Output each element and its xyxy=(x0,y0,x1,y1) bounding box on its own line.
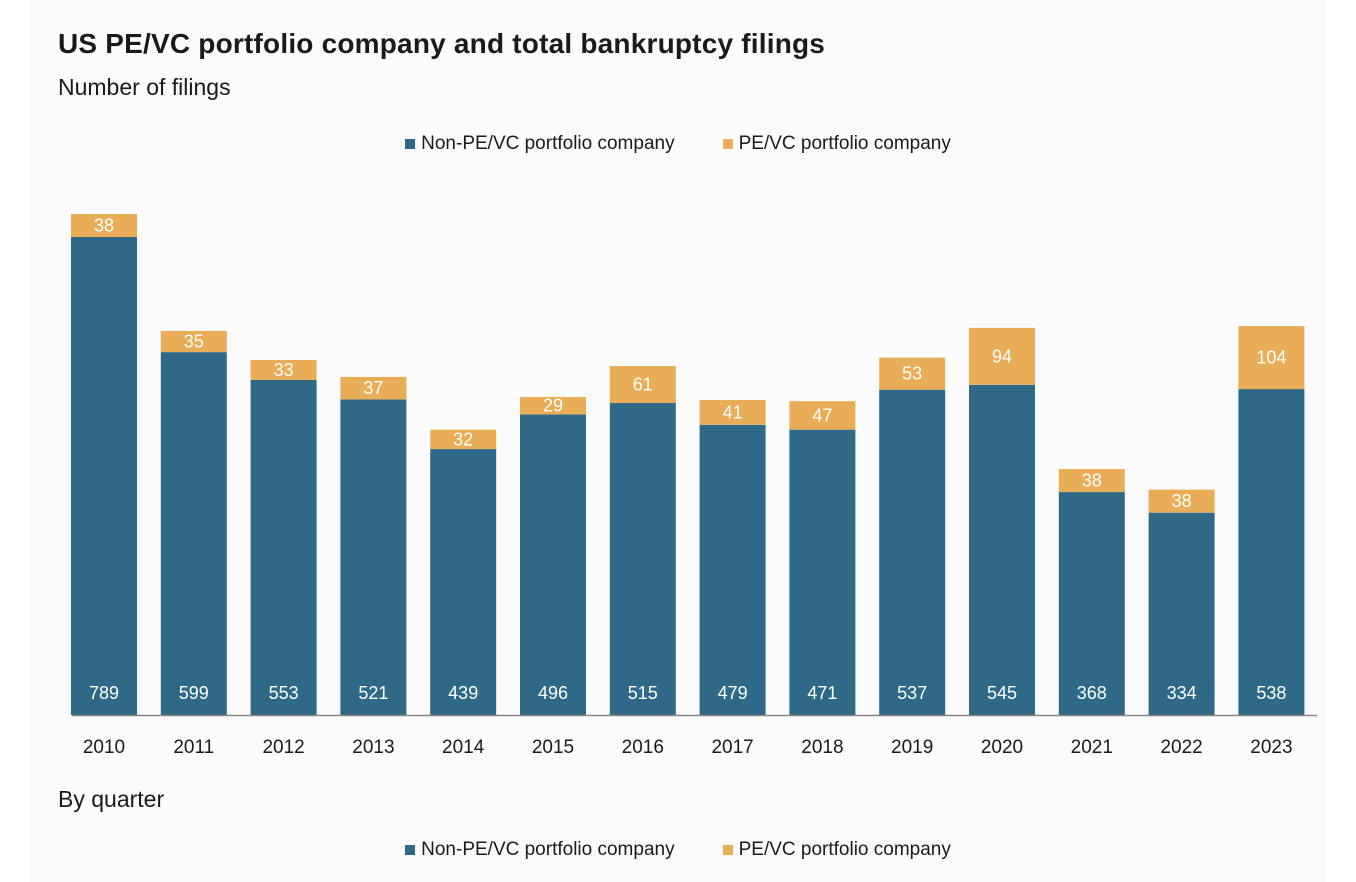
legend-swatch-pe xyxy=(722,139,733,149)
x-tick-label-2019: 2019 xyxy=(891,737,933,758)
bar-pe-2010 xyxy=(71,214,137,238)
data-label-non-pe-2018: 471 xyxy=(807,683,837,703)
data-label-pe-2019: 53 xyxy=(902,364,922,384)
legend-item-pe-bottom: PE/VC portfolio company xyxy=(722,839,951,861)
data-label-non-pe-2019: 537 xyxy=(897,683,927,703)
bar-non-pe-2011 xyxy=(160,352,227,715)
bar-pe-2022 xyxy=(1148,489,1215,513)
data-label-pe-2023: 104 xyxy=(1256,348,1286,368)
bar-pe-2016 xyxy=(609,366,676,404)
bar-non-pe-2020 xyxy=(969,384,1035,715)
data-label-pe-2021: 38 xyxy=(1082,471,1102,491)
bar-pe-2015 xyxy=(520,396,586,415)
data-label-pe-2013: 37 xyxy=(363,378,383,398)
bar-non-pe-2017 xyxy=(699,424,766,715)
bar-pe-2012 xyxy=(250,359,317,380)
data-label-non-pe-2013: 521 xyxy=(358,683,388,703)
x-tick-label-2011: 2011 xyxy=(173,737,214,758)
bar-pe-2018 xyxy=(789,401,856,430)
data-label-pe-2014: 32 xyxy=(453,429,473,449)
data-label-pe-2022: 38 xyxy=(1172,491,1192,511)
data-label-non-pe-2011: 599 xyxy=(179,683,209,703)
bar-pe-2013 xyxy=(340,376,407,400)
x-tick-label-2020: 2020 xyxy=(981,737,1023,758)
legend-swatch-non-pe xyxy=(405,139,416,149)
data-label-pe-2018: 47 xyxy=(812,405,832,425)
legend-item-non-pe-bottom: Non-PE/VC portfolio company xyxy=(405,839,675,861)
data-label-pe-2015: 29 xyxy=(543,396,563,416)
data-label-non-pe-2022: 334 xyxy=(1167,683,1197,703)
bar-non-pe-2012 xyxy=(250,379,317,715)
x-tick-label-2023: 2023 xyxy=(1250,737,1292,758)
data-label-pe-2017: 41 xyxy=(723,402,743,422)
bar-non-pe-2013 xyxy=(340,399,407,715)
bar-pe-2017 xyxy=(699,399,766,425)
bar-non-pe-2018 xyxy=(789,429,856,715)
bar-pe-2020 xyxy=(969,327,1035,385)
legend-label-non-pe-bottom: Non-PE/VC portfolio company xyxy=(421,839,675,860)
data-label-non-pe-2021: 368 xyxy=(1077,683,1107,703)
bar-non-pe-2016 xyxy=(609,403,676,715)
legend-swatch-non-pe-bottom xyxy=(405,845,416,855)
data-label-pe-2012: 33 xyxy=(274,360,294,380)
legend-label-pe-bottom: PE/VC portfolio company xyxy=(738,839,951,860)
bar-non-pe-2015 xyxy=(520,414,586,715)
data-label-non-pe-2015: 496 xyxy=(538,683,568,703)
bar-non-pe-2022 xyxy=(1148,512,1215,715)
bar-pe-2019 xyxy=(879,357,946,390)
data-label-non-pe-2010: 789 xyxy=(89,683,119,703)
bar-pe-2014 xyxy=(430,429,497,450)
chart-title: US PE/VC portfolio company and total ban… xyxy=(58,28,826,59)
bar-non-pe-2023 xyxy=(1238,389,1305,715)
section-label: By quarter xyxy=(58,786,165,812)
x-tick-label-2018: 2018 xyxy=(801,737,843,758)
x-tick-label-2017: 2017 xyxy=(711,737,753,758)
bar-non-pe-2014 xyxy=(430,449,497,715)
x-tick-label-2015: 2015 xyxy=(532,737,574,758)
data-label-non-pe-2014: 439 xyxy=(448,683,478,703)
bar-pe-2021 xyxy=(1058,469,1125,493)
x-tick-label-2013: 2013 xyxy=(352,737,394,758)
data-label-pe-2010: 38 xyxy=(94,216,114,236)
legend-swatch-pe-bottom xyxy=(722,845,733,855)
data-label-non-pe-2012: 553 xyxy=(269,683,299,703)
x-tick-label-2021: 2021 xyxy=(1071,737,1113,758)
data-label-non-pe-2023: 538 xyxy=(1256,683,1286,703)
bar-non-pe-2021 xyxy=(1058,492,1125,715)
data-label-non-pe-2020: 545 xyxy=(987,683,1017,703)
legend-item-pe: PE/VC portfolio company xyxy=(722,133,951,155)
x-tick-label-2014: 2014 xyxy=(442,737,485,758)
x-tick-label-2010: 2010 xyxy=(83,737,125,758)
bar-non-pe-2019 xyxy=(879,389,946,715)
chart-subtitle: Number of filings xyxy=(58,74,231,100)
legend-label-pe: PE/VC portfolio company xyxy=(738,133,951,154)
data-label-non-pe-2017: 479 xyxy=(718,683,748,703)
data-label-pe-2020: 94 xyxy=(992,346,1012,366)
legend-top: Non-PE/VC portfolio company PE/VC portfo… xyxy=(0,133,1356,155)
legend-bottom: Non-PE/VC portfolio company PE/VC portfo… xyxy=(0,839,1356,861)
bar-non-pe-2010 xyxy=(71,237,137,715)
data-label-non-pe-2016: 515 xyxy=(628,683,658,703)
bar-pe-2011 xyxy=(160,330,227,353)
legend-label-non-pe: Non-PE/VC portfolio company xyxy=(421,133,675,154)
legend-item-non-pe: Non-PE/VC portfolio company xyxy=(405,133,675,155)
data-label-pe-2011: 35 xyxy=(184,332,204,352)
data-label-pe-2016: 61 xyxy=(633,375,653,395)
chart-panel xyxy=(30,0,1326,882)
x-tick-label-2016: 2016 xyxy=(622,737,664,758)
x-tick-label-2022: 2022 xyxy=(1160,737,1202,758)
x-tick-label-2012: 2012 xyxy=(262,737,304,758)
bar-pe-2023 xyxy=(1238,326,1305,390)
